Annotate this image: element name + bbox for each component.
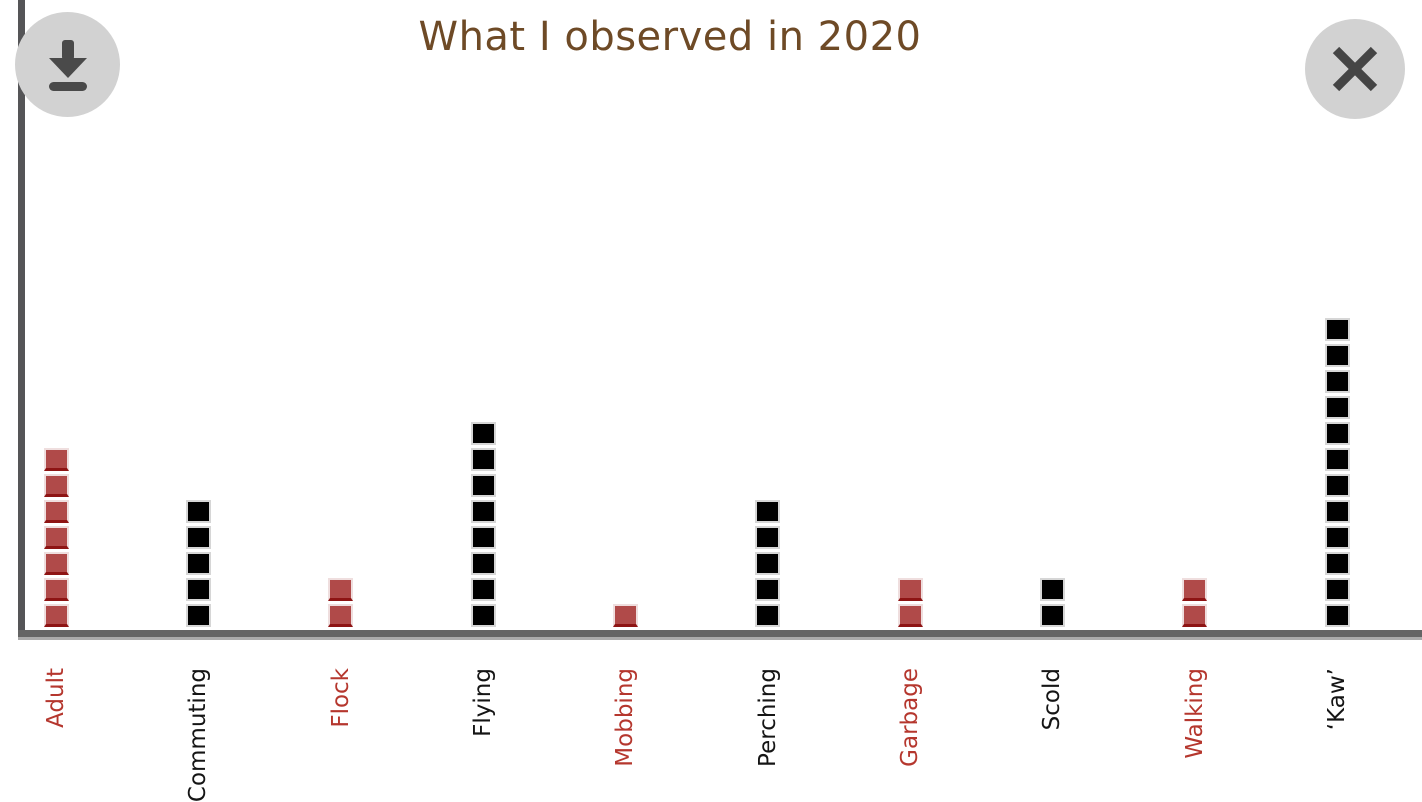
unit-square — [1039, 604, 1065, 627]
x-axis-label: Adult — [43, 668, 69, 728]
unit-square — [755, 526, 781, 549]
y-axis-line — [18, 0, 25, 637]
unit-square — [470, 604, 496, 627]
bar-column — [470, 419, 496, 627]
unit-square — [43, 526, 69, 549]
unit-square — [328, 604, 354, 627]
unit-square — [185, 578, 211, 601]
x-axis-label: Garbage — [897, 668, 924, 767]
close-button[interactable] — [1305, 19, 1405, 119]
unit-square — [1324, 552, 1350, 575]
x-axis-label: ‘Kaw’ — [1324, 668, 1351, 731]
x-axis-label: Mobbing — [612, 668, 639, 767]
unit-square — [897, 604, 923, 627]
unit-square — [470, 448, 496, 471]
x-axis-label: Perching — [754, 668, 781, 767]
download-button[interactable] — [15, 12, 120, 117]
unit-square — [1324, 422, 1350, 445]
unit-square — [43, 500, 69, 523]
unit-square — [1324, 344, 1350, 367]
unit-square — [43, 578, 69, 601]
unit-square — [897, 578, 923, 601]
unit-square — [1324, 396, 1350, 419]
x-axis-label: Commuting — [185, 668, 212, 802]
unit-square — [755, 500, 781, 523]
x-axis-label: Flying — [470, 668, 497, 737]
download-icon — [37, 34, 99, 96]
bar-column — [897, 575, 923, 627]
unit-square — [470, 578, 496, 601]
bar-column — [1039, 575, 1065, 627]
close-icon — [1328, 42, 1382, 96]
unit-square — [470, 422, 496, 445]
unit-square — [1182, 578, 1208, 601]
bar-column — [1324, 315, 1350, 627]
unit-square — [470, 474, 496, 497]
bar-column — [328, 575, 354, 627]
unit-square — [612, 604, 638, 627]
unit-square — [1324, 578, 1350, 601]
unit-square — [1324, 500, 1350, 523]
bar-column — [185, 497, 211, 627]
bar-column — [43, 445, 69, 627]
unit-square — [43, 552, 69, 575]
unit-square — [755, 578, 781, 601]
x-axis-label: Walking — [1181, 668, 1208, 759]
bar-column — [612, 601, 638, 627]
bar-column — [755, 497, 781, 627]
x-axis-label: Flock — [327, 668, 354, 728]
unit-square — [1182, 604, 1208, 627]
unit-square — [1324, 318, 1350, 341]
unit-square — [328, 578, 354, 601]
unit-square — [470, 552, 496, 575]
unit-square — [1324, 370, 1350, 393]
x-axis-line — [18, 630, 1422, 637]
unit-square — [1324, 604, 1350, 627]
unit-square — [1039, 578, 1065, 601]
unit-square — [755, 604, 781, 627]
unit-square — [1324, 526, 1350, 549]
unit-square — [43, 448, 69, 471]
chart-title: What I observed in 2020 — [418, 14, 922, 60]
unit-square — [470, 500, 496, 523]
unit-square — [470, 526, 496, 549]
x-axis-label: Scold — [1039, 668, 1066, 731]
unit-square — [1324, 474, 1350, 497]
unit-square — [185, 604, 211, 627]
unit-square — [755, 552, 781, 575]
unit-square — [43, 604, 69, 627]
unit-square — [185, 500, 211, 523]
bar-column — [1182, 575, 1208, 627]
unit-square — [43, 474, 69, 497]
unit-square — [1324, 448, 1350, 471]
unit-square — [185, 526, 211, 549]
unit-square — [185, 552, 211, 575]
